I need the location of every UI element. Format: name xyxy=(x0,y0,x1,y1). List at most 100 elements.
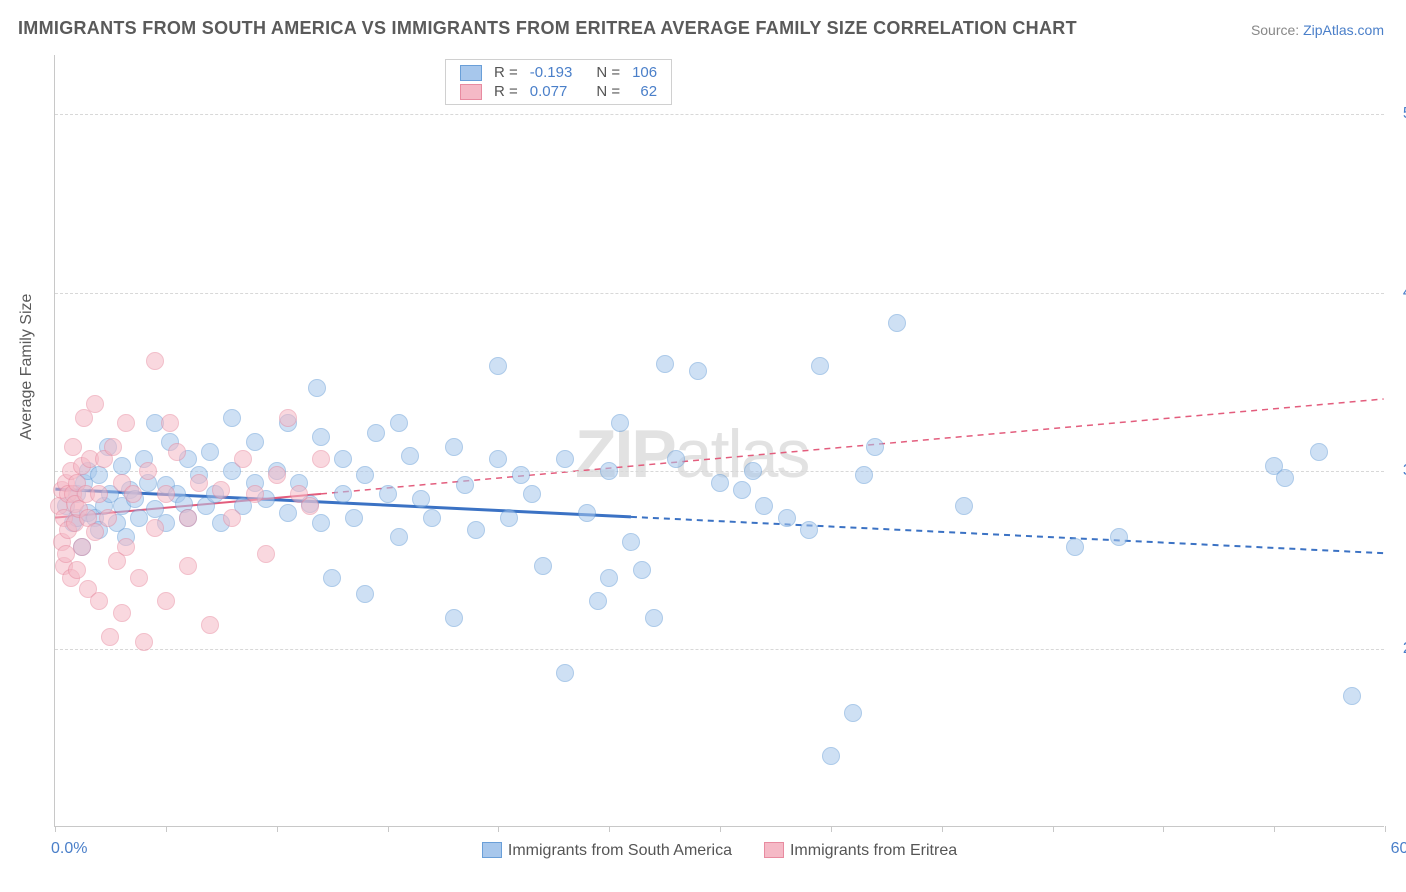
point-south-america xyxy=(456,476,474,494)
legend-swatch xyxy=(460,84,482,100)
legend-series-label: Immigrants from Eritrea xyxy=(790,842,957,859)
point-south-america xyxy=(445,609,463,627)
point-eritrea xyxy=(157,485,175,503)
point-eritrea xyxy=(104,438,122,456)
legend-item: Immigrants from South America xyxy=(482,842,732,860)
point-eritrea xyxy=(86,395,104,413)
point-south-america xyxy=(1066,538,1084,556)
point-south-america xyxy=(390,528,408,546)
point-south-america xyxy=(334,485,352,503)
point-south-america xyxy=(312,428,330,446)
point-south-america xyxy=(1310,443,1328,461)
point-eritrea xyxy=(135,633,153,651)
y-tick-label: 2.75 xyxy=(1390,640,1406,658)
point-south-america xyxy=(556,450,574,468)
point-south-america xyxy=(356,585,374,603)
point-south-america xyxy=(822,747,840,765)
point-south-america xyxy=(866,438,884,456)
point-south-america xyxy=(423,509,441,527)
point-south-america xyxy=(201,443,219,461)
x-tick xyxy=(498,826,499,832)
point-south-america xyxy=(1110,528,1128,546)
point-eritrea xyxy=(268,466,286,484)
point-south-america xyxy=(323,569,341,587)
x-tick xyxy=(1163,826,1164,832)
point-eritrea xyxy=(124,485,142,503)
point-south-america xyxy=(489,357,507,375)
point-south-america xyxy=(523,485,541,503)
point-south-america xyxy=(600,569,618,587)
point-south-america xyxy=(534,557,552,575)
point-south-america xyxy=(312,514,330,532)
point-eritrea xyxy=(157,592,175,610)
point-south-america xyxy=(412,490,430,508)
point-eritrea xyxy=(117,414,135,432)
legend-n-label: N = xyxy=(590,82,626,101)
point-south-america xyxy=(711,474,729,492)
point-south-america xyxy=(556,664,574,682)
point-south-america xyxy=(367,424,385,442)
point-south-america xyxy=(467,521,485,539)
point-south-america xyxy=(308,379,326,397)
point-eritrea xyxy=(223,509,241,527)
point-eritrea xyxy=(139,462,157,480)
gridline-horizontal xyxy=(55,114,1384,115)
point-eritrea xyxy=(90,485,108,503)
chart-title: IMMIGRANTS FROM SOUTH AMERICA VS IMMIGRA… xyxy=(18,18,1077,39)
point-south-america xyxy=(667,450,685,468)
legend-r-value: -0.193 xyxy=(524,63,579,82)
y-tick-label: 5.00 xyxy=(1390,105,1406,123)
legend-item: Immigrants from Eritrea xyxy=(764,842,957,860)
point-south-america xyxy=(113,457,131,475)
point-eritrea xyxy=(234,450,252,468)
point-south-america xyxy=(246,433,264,451)
point-eritrea xyxy=(179,557,197,575)
point-eritrea xyxy=(246,485,264,503)
point-south-america xyxy=(345,509,363,527)
point-eritrea xyxy=(90,592,108,610)
y-tick-label: 3.50 xyxy=(1390,462,1406,480)
point-eritrea xyxy=(179,509,197,527)
legend-r-label: R = xyxy=(488,82,524,101)
y-axis-label: Average Family Size xyxy=(18,294,36,440)
point-south-america xyxy=(622,533,640,551)
source-label: Source: ZipAtlas.com xyxy=(1251,22,1384,38)
gridline-horizontal xyxy=(55,471,1384,472)
point-eritrea xyxy=(130,569,148,587)
legend-series-label: Immigrants from South America xyxy=(508,842,732,859)
legend-n-value: 106 xyxy=(626,63,663,82)
point-south-america xyxy=(356,466,374,484)
point-south-america xyxy=(1343,687,1361,705)
point-south-america xyxy=(512,466,530,484)
point-south-america xyxy=(611,414,629,432)
x-tick-label-max: 60.0% xyxy=(1391,840,1406,858)
point-eritrea xyxy=(86,523,104,541)
legend-r-value: 0.077 xyxy=(524,82,579,101)
point-south-america xyxy=(844,704,862,722)
legend-n-value: 62 xyxy=(626,82,663,101)
point-south-america xyxy=(645,609,663,627)
x-tick xyxy=(388,826,389,832)
point-eritrea xyxy=(201,616,219,634)
point-south-america xyxy=(888,314,906,332)
trend-line-dashed xyxy=(631,517,1384,553)
x-tick xyxy=(166,826,167,832)
point-south-america xyxy=(633,561,651,579)
point-eritrea xyxy=(257,545,275,563)
point-eritrea xyxy=(73,538,91,556)
point-eritrea xyxy=(146,352,164,370)
x-tick xyxy=(277,826,278,832)
source-link[interactable]: ZipAtlas.com xyxy=(1303,22,1384,38)
legend-correlation-box: R =-0.193N =106R =0.077N =62 xyxy=(445,59,672,105)
point-south-america xyxy=(445,438,463,456)
point-south-america xyxy=(800,521,818,539)
point-south-america xyxy=(600,462,618,480)
x-tick xyxy=(942,826,943,832)
point-eritrea xyxy=(168,443,186,461)
point-south-america xyxy=(334,450,352,468)
x-tick xyxy=(831,826,832,832)
point-eritrea xyxy=(64,438,82,456)
point-south-america xyxy=(223,409,241,427)
point-eritrea xyxy=(212,481,230,499)
point-south-america xyxy=(778,509,796,527)
